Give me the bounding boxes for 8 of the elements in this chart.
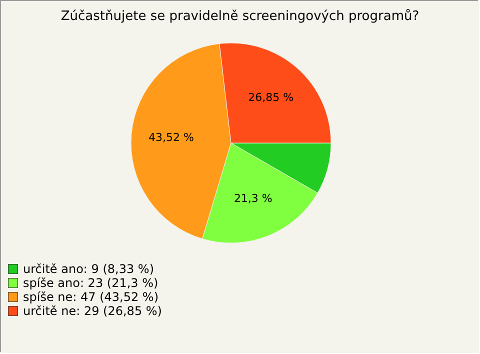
legend-label: určitě ne: 29 (26,85 %) xyxy=(23,304,162,318)
data-label: 26,85 % xyxy=(248,91,294,104)
legend-label: spíše ano: 23 (21,3 %) xyxy=(23,276,158,290)
legend-label: určitě ano: 9 (8,33 %) xyxy=(23,262,154,276)
data-label: 43,52 % xyxy=(148,130,194,144)
chart-title: Zúčastňujete se pravidelně screeningových programů? xyxy=(60,8,420,24)
data-label: 21,3 % xyxy=(234,192,272,205)
legend-label: spíše ne: 47 (43,52 %) xyxy=(23,290,159,304)
